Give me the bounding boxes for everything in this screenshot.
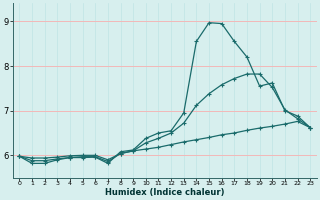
X-axis label: Humidex (Indice chaleur): Humidex (Indice chaleur) xyxy=(105,188,225,197)
